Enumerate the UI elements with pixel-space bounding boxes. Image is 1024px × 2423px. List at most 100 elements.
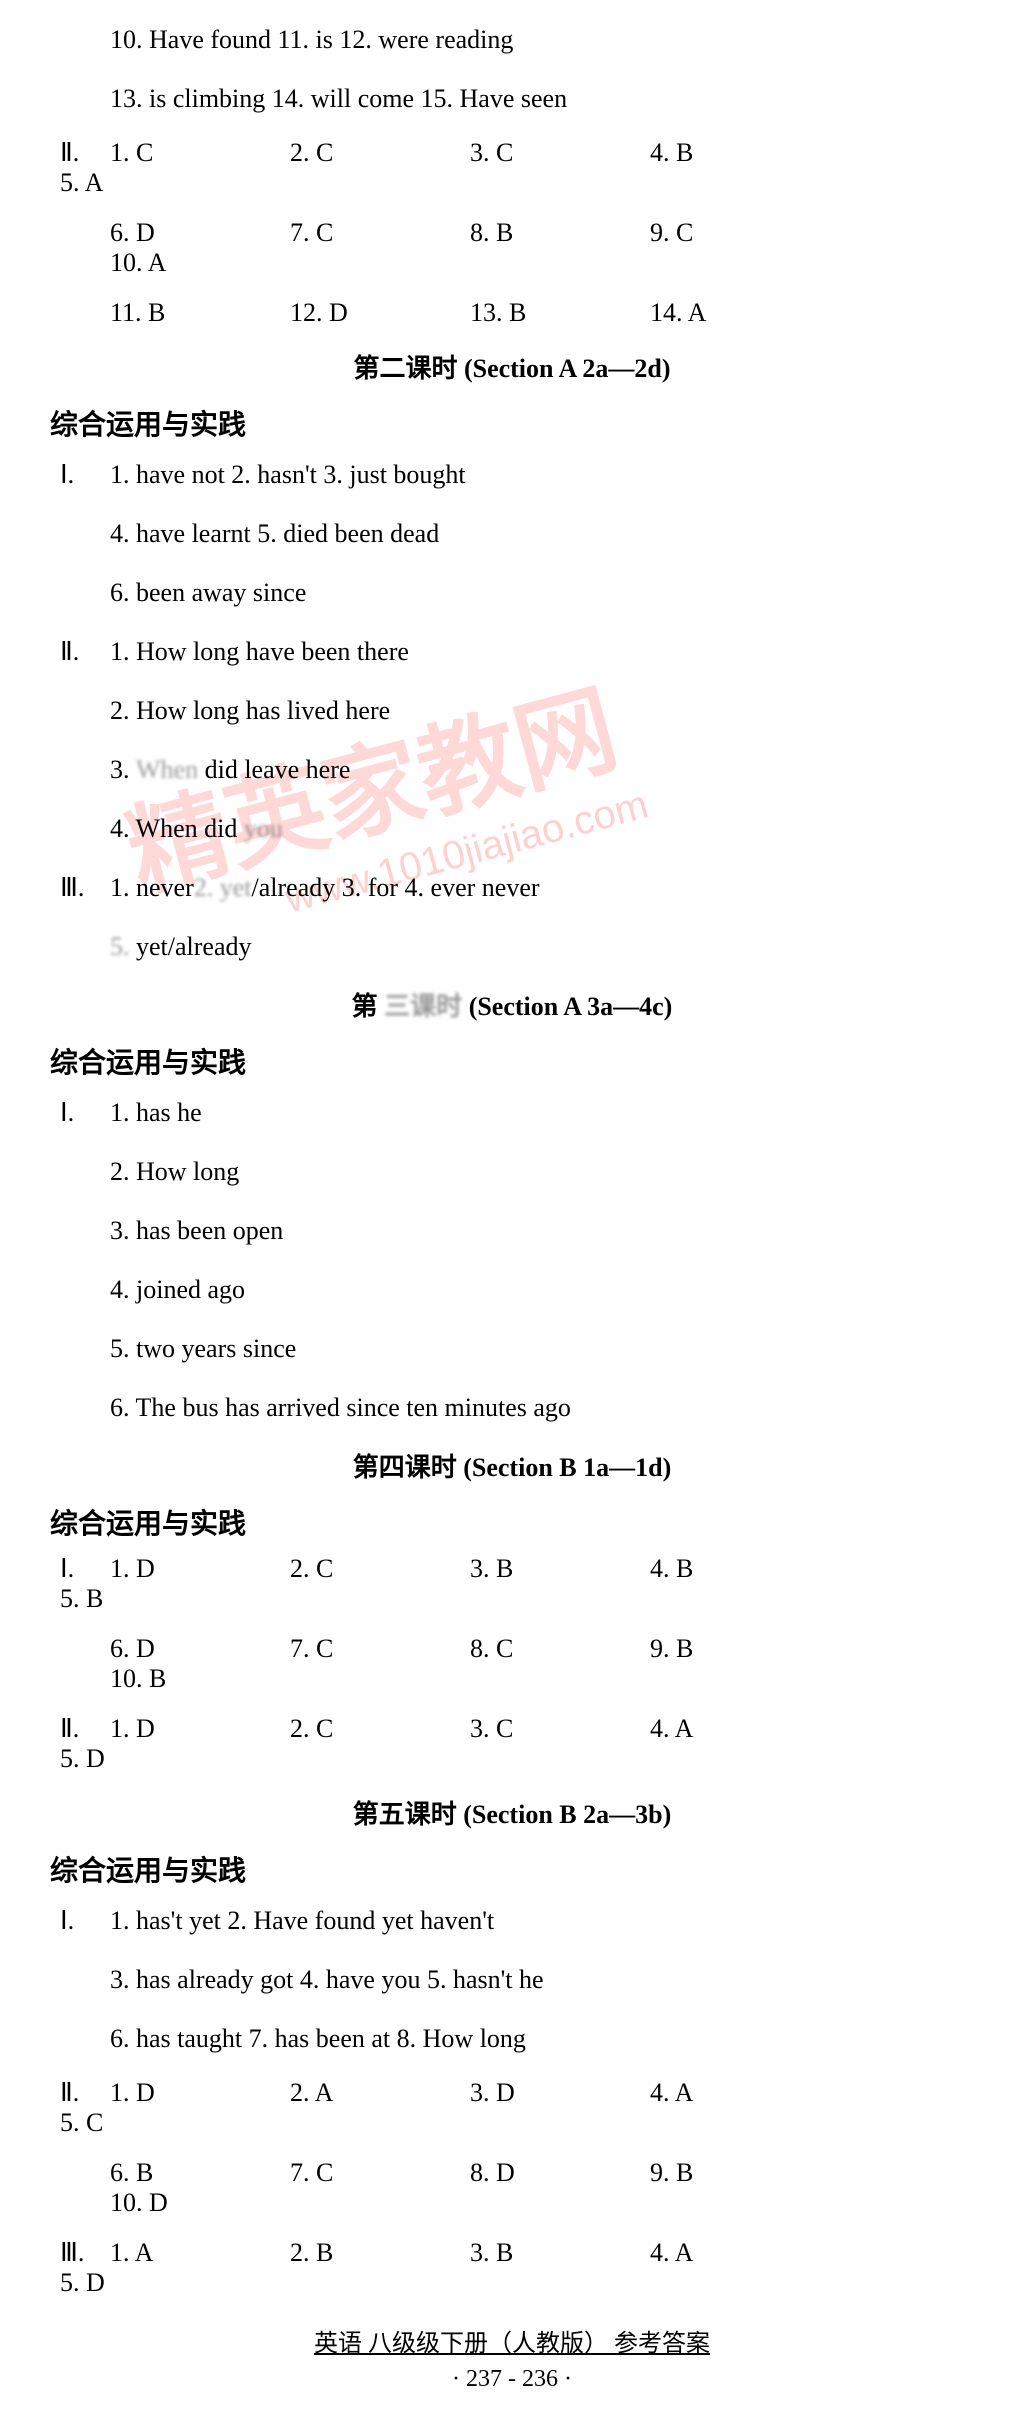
title-part: (Section A 3a—4c) bbox=[469, 992, 673, 1021]
answer-cell: 5. D bbox=[60, 2268, 240, 2298]
answer-cell: 8. C bbox=[470, 1634, 650, 1664]
lesson2-title: 第二课时 (Section A 2a—2d) bbox=[50, 348, 974, 385]
answer-cell: 9. B bbox=[650, 1634, 830, 1664]
roman-i: Ⅰ. bbox=[60, 1901, 110, 1940]
lesson5-ii-row1: Ⅱ. 1. D 2. A 3. D 4. A 5. C bbox=[50, 2078, 974, 2138]
lesson4-title: 第四课时 (Section B 1a—1d) bbox=[50, 1447, 974, 1484]
lesson4-i-row2: 6. D 7. C 8. C 9. B 10. B bbox=[50, 1634, 974, 1694]
lesson3-i-line3: 3. has been open bbox=[50, 1211, 974, 1250]
answer-cell: 2. B bbox=[290, 2238, 470, 2268]
lesson2-subtitle: 综合运用与实践 bbox=[50, 403, 974, 443]
lesson3-i-line2: 2. How long bbox=[50, 1152, 974, 1191]
answer-cell: 1. D bbox=[110, 1554, 290, 1584]
answer-cell: 3. B bbox=[470, 2238, 650, 2268]
lesson3-i-line1: Ⅰ. 1. has he bbox=[50, 1093, 974, 1132]
lesson2-ii-line2: 2. How long has lived here bbox=[50, 691, 974, 730]
roman-ii: Ⅱ. bbox=[60, 1714, 110, 1744]
roman-i: Ⅰ. bbox=[60, 455, 110, 494]
roman-i: Ⅰ. bbox=[60, 1554, 110, 1584]
answer-cell: 5. A bbox=[60, 168, 240, 198]
answer-cell: 8. D bbox=[470, 2158, 650, 2188]
text-content: 1. have not 2. hasn't 3. just bought bbox=[110, 455, 466, 494]
answer-cell: 1. D bbox=[110, 1714, 290, 1744]
smudge: When bbox=[136, 750, 198, 789]
answer-cell: 4. A bbox=[650, 2078, 830, 2108]
page-content: 10. Have found 11. is 12. were reading 1… bbox=[50, 20, 974, 2393]
lesson5-title: 第五课时 (Section B 2a—3b) bbox=[50, 1794, 974, 1831]
answer-cell: 5. D bbox=[60, 1744, 240, 1774]
text-part: 1. never bbox=[110, 868, 194, 907]
answer-cell: 1. A bbox=[110, 2238, 290, 2268]
answer-cell: 4. B bbox=[650, 1554, 830, 1584]
text-part: did leave here bbox=[205, 755, 351, 784]
answer-cell: 9. C bbox=[650, 218, 830, 248]
lesson3-i-line5: 5. two years since bbox=[50, 1329, 974, 1368]
lesson5-i-line3: 6. has taught 7. has been at 8. How long bbox=[50, 2019, 974, 2058]
lesson2-iii-line2: 5. yet/already bbox=[50, 927, 974, 966]
footer-title: 英语 八级级下册（人教版） 参考答案 bbox=[50, 2323, 974, 2358]
answer-cell: 6. D bbox=[110, 218, 290, 248]
lesson5-i-line2: 3. has already got 4. have you 5. hasn't… bbox=[50, 1960, 974, 1999]
roman-iii: Ⅲ. bbox=[60, 2238, 110, 2268]
text-part: 4. When did bbox=[110, 814, 244, 843]
lesson2-ii-line3: 3. When did leave here bbox=[50, 750, 974, 789]
lesson5-iii-row1: Ⅲ. 1. A 2. B 3. B 4. A 5. D bbox=[50, 2238, 974, 2298]
lesson2-i-line1: Ⅰ. 1. have not 2. hasn't 3. just bought bbox=[50, 455, 974, 494]
top-ii-row2: 6. D 7. C 8. B 9. C 10. A bbox=[50, 218, 974, 278]
lesson4-i-row1: Ⅰ. 1. D 2. C 3. B 4. B 5. B bbox=[50, 1554, 974, 1614]
answer-cell: 8. B bbox=[470, 218, 650, 248]
text-content: 1. has't yet 2. Have found yet haven't bbox=[110, 1901, 494, 1940]
roman-ii: Ⅱ. bbox=[60, 138, 110, 168]
answer-cell: 2. C bbox=[290, 138, 470, 168]
answer-cell: 1. C bbox=[110, 138, 290, 168]
answer-cell: 2. A bbox=[290, 2078, 470, 2108]
answer-cell: 1. D bbox=[110, 2078, 290, 2108]
lesson4-ii-row1: Ⅱ. 1. D 2. C 3. C 4. A 5. D bbox=[50, 1714, 974, 1774]
answer-cell: 3. C bbox=[470, 1714, 650, 1744]
smudge: 5. bbox=[110, 927, 130, 966]
smudge: you bbox=[244, 809, 283, 848]
answer-cell: 5. B bbox=[60, 1584, 240, 1614]
lesson5-subtitle: 综合运用与实践 bbox=[50, 1849, 974, 1889]
text-part: 3. bbox=[110, 755, 136, 784]
smudge: 三课时 bbox=[384, 986, 462, 1023]
answer-cell: 7. C bbox=[290, 1634, 470, 1664]
top-line-2: 13. is climbing 14. will come 15. Have s… bbox=[50, 79, 974, 118]
title-part: 第 bbox=[352, 992, 385, 1021]
text-part: /already 3. for 4. ever never bbox=[252, 868, 540, 907]
lesson3-i-line6: 6. The bus has arrived since ten minutes… bbox=[50, 1388, 974, 1427]
answer-cell: 3. D bbox=[470, 2078, 650, 2108]
lesson2-i-line3: 6. been away since bbox=[50, 573, 974, 612]
roman-i: Ⅰ. bbox=[60, 1093, 110, 1132]
answer-cell: 7. C bbox=[290, 2158, 470, 2188]
top-ii-row1: Ⅱ. 1. C 2. C 3. C 4. B 5. A bbox=[50, 138, 974, 198]
roman-iii: Ⅲ. bbox=[60, 868, 110, 907]
lesson2-ii-line4: 4. When did you bbox=[50, 809, 974, 848]
lesson5-i-line1: Ⅰ. 1. has't yet 2. Have found yet haven'… bbox=[50, 1901, 974, 1940]
roman-ii: Ⅱ. bbox=[60, 2078, 110, 2108]
answer-cell: 9. B bbox=[650, 2158, 830, 2188]
answer-cell: 10. A bbox=[110, 248, 290, 278]
roman-ii: Ⅱ. bbox=[60, 632, 110, 671]
answer-cell: 10. D bbox=[110, 2188, 290, 2218]
answer-cell: 5. C bbox=[60, 2108, 240, 2138]
text-part: yet/already bbox=[136, 932, 252, 961]
lesson4-subtitle: 综合运用与实践 bbox=[50, 1502, 974, 1542]
answer-cell: 3. C bbox=[470, 138, 650, 168]
lesson3-subtitle: 综合运用与实践 bbox=[50, 1041, 974, 1081]
answer-cell: 6. B bbox=[110, 2158, 290, 2188]
answer-cell: 4. B bbox=[650, 138, 830, 168]
answer-cell: 2. C bbox=[290, 1714, 470, 1744]
lesson2-i-line2: 4. have learnt 5. died been dead bbox=[50, 514, 974, 553]
lesson2-ii-line1: Ⅱ. 1. How long have been there bbox=[50, 632, 974, 671]
answer-cell: 10. B bbox=[110, 1664, 290, 1694]
answer-cell: 11. B bbox=[110, 298, 290, 328]
answer-cell: 4. A bbox=[650, 2238, 830, 2268]
top-ii-row3: 11. B 12. D 13. B 14. A bbox=[50, 298, 974, 328]
answer-cell: 2. C bbox=[290, 1554, 470, 1584]
page-footer: 英语 八级级下册（人教版） 参考答案 · 237 - 236 · bbox=[50, 2323, 974, 2393]
text-content: 1. has he bbox=[110, 1093, 202, 1132]
lesson3-title: 第 三课时 (Section A 3a—4c) bbox=[50, 986, 974, 1023]
lesson2-iii-line1: Ⅲ. 1. never 2. yet /already 3. for 4. ev… bbox=[50, 868, 974, 907]
answer-cell: 13. B bbox=[470, 298, 650, 328]
